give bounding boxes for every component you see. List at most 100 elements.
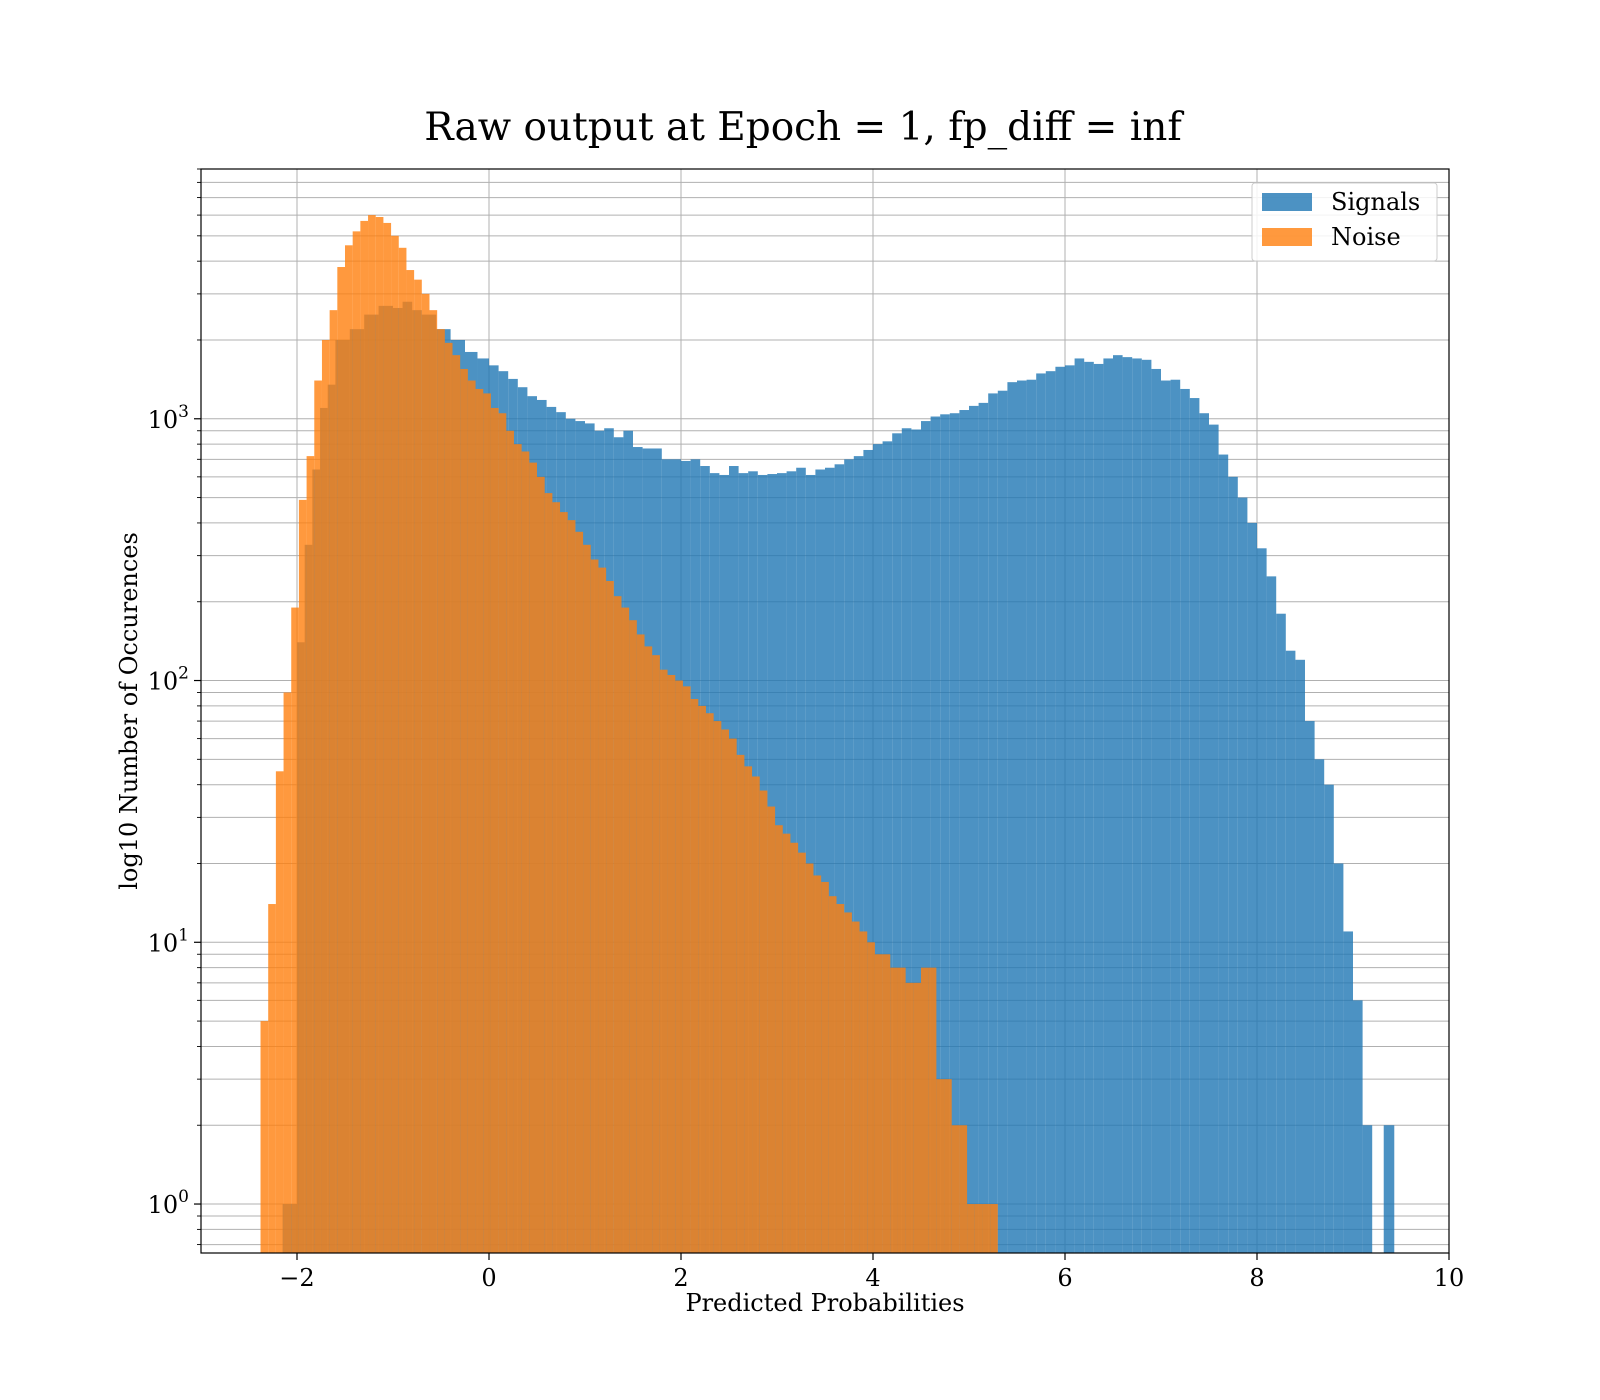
bar-signals <box>921 421 931 1254</box>
bar-noise <box>682 686 691 1253</box>
bar-signals <box>1045 371 1056 1253</box>
bar-signals <box>825 467 835 1253</box>
bar-signals <box>969 405 979 1253</box>
y-tick-label: 100 <box>148 1187 189 1219</box>
bar-noise <box>383 222 392 1254</box>
bar-noise <box>583 544 591 1253</box>
bar-signals <box>978 402 989 1253</box>
bar-noise <box>437 329 445 1253</box>
bar-signals <box>1209 424 1219 1254</box>
bar-signals <box>882 441 893 1253</box>
bar-signals <box>1122 357 1133 1253</box>
bar-noise <box>360 220 369 1253</box>
bar-noise <box>352 231 361 1254</box>
bar-signals <box>1333 863 1344 1253</box>
bar-noise <box>521 451 530 1253</box>
legend-label-noise: Noise <box>1331 223 1401 251</box>
bar-signals <box>1228 476 1238 1254</box>
bar-signals <box>1218 454 1229 1254</box>
bar-noise <box>421 293 430 1253</box>
bar-signals <box>873 444 883 1253</box>
y-tick-label-base: 10 <box>148 1191 179 1219</box>
bar-noise <box>644 646 653 1253</box>
bar-signals <box>1266 576 1277 1253</box>
bar-noise <box>721 729 729 1253</box>
bar-signals <box>1343 931 1353 1253</box>
bar-noise <box>606 581 614 1253</box>
bar-signals <box>1362 1125 1373 1253</box>
bar-noise <box>490 407 499 1253</box>
bar-noise <box>821 881 829 1253</box>
bar-signals <box>1074 358 1085 1253</box>
bar-noise <box>513 444 522 1253</box>
bar-noise <box>859 931 868 1253</box>
bar-signals <box>1113 355 1123 1253</box>
bar-signals <box>1170 379 1181 1253</box>
bar-signals <box>1276 613 1286 1253</box>
bar-signals <box>1353 1000 1363 1253</box>
bar-noise <box>744 766 753 1253</box>
bar-noise <box>529 462 537 1253</box>
bar-signals <box>815 469 825 1253</box>
y-tick-label-exponent: 0 <box>178 1187 189 1207</box>
bar-noise <box>790 842 799 1253</box>
bar-signals <box>1055 366 1065 1254</box>
bar-signals <box>1199 413 1209 1253</box>
bar-noise <box>921 967 929 1253</box>
bar-signals <box>1026 379 1037 1253</box>
y-tick-label-base: 10 <box>148 668 179 696</box>
bar-noise <box>544 493 553 1254</box>
bar-signals <box>997 390 1008 1253</box>
bar-noise <box>698 705 706 1253</box>
bar-noise <box>406 270 415 1253</box>
bar-noise <box>905 982 914 1253</box>
bar-noise <box>598 567 607 1253</box>
bar-noise <box>944 1079 952 1253</box>
x-tick-label: 6 <box>1057 1264 1072 1292</box>
bar-noise <box>429 310 438 1253</box>
bar-noise <box>629 620 637 1253</box>
bar-signals <box>1305 721 1315 1253</box>
bar-signals <box>911 429 921 1253</box>
bar-noise <box>506 430 514 1253</box>
y-axis-label: log10 Number of Occurences <box>115 532 143 890</box>
legend: Signals Noise <box>1251 182 1438 262</box>
chart-title: Raw output at Epoch = 1, fp_diff = inf <box>424 105 1184 150</box>
bar-noise <box>636 634 645 1253</box>
bar-noise <box>375 217 384 1253</box>
y-tick-label-exponent: 3 <box>178 402 189 422</box>
bar-noise <box>782 833 791 1253</box>
bar-noise <box>690 699 699 1253</box>
y-tick-label-exponent: 1 <box>178 925 189 945</box>
bar-noise <box>268 904 276 1253</box>
bar-noise <box>414 279 422 1254</box>
x-tick-label: 8 <box>1249 1264 1264 1292</box>
bar-noise <box>590 559 599 1253</box>
x-tick-label: 10 <box>1434 1264 1465 1292</box>
bar-signals <box>1036 373 1046 1253</box>
bar-signals <box>930 416 941 1253</box>
bar-noise <box>767 806 776 1253</box>
bar-noise <box>398 247 407 1254</box>
bar-noise <box>659 669 668 1253</box>
bar-noise <box>805 863 814 1253</box>
bar-signals <box>834 464 845 1254</box>
x-tick-label: 4 <box>865 1264 880 1292</box>
bar-noise <box>652 655 660 1253</box>
bar-noise <box>337 267 345 1253</box>
y-tick-label: 102 <box>148 664 189 696</box>
bar-noise <box>882 954 891 1253</box>
bar-noise <box>552 502 561 1253</box>
bar-signals <box>1295 659 1305 1253</box>
bar-signals <box>949 413 960 1253</box>
y-tick-label-base: 10 <box>148 929 179 957</box>
bar-signals <box>1324 784 1334 1253</box>
bar-noise <box>798 852 806 1253</box>
bar-noise <box>368 215 376 1254</box>
bar-noise <box>275 771 284 1253</box>
legend-swatch-signals <box>1262 193 1312 211</box>
bar-noise <box>836 904 845 1253</box>
bar-signals <box>988 393 998 1253</box>
bar-noise <box>736 754 745 1253</box>
